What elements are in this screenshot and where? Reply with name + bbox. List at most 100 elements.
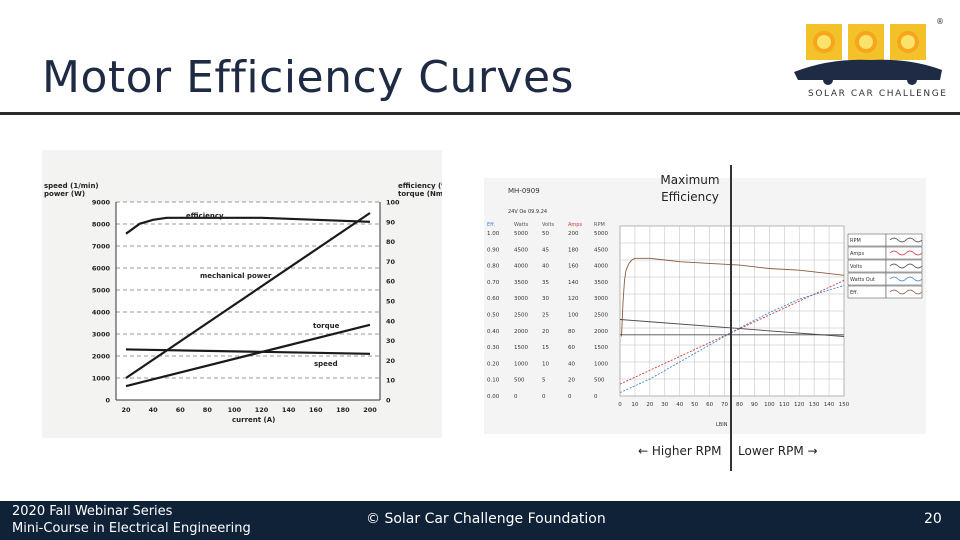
left-tick-label: 6000: [92, 265, 111, 273]
legend-swatch-box: [885, 233, 923, 247]
left-tick-label: 7000: [92, 243, 111, 251]
x-tick-label: 0: [618, 402, 622, 408]
x-axis-label: current (A): [232, 416, 275, 424]
x-tick-label: 50: [691, 402, 698, 408]
table-cell: 0.10: [487, 378, 500, 384]
table-cell: 4000: [514, 264, 528, 270]
left-tick-label: 5000: [92, 287, 111, 295]
legend-swatch: [889, 276, 923, 282]
series-line-Eff: [621, 257, 845, 337]
sun-icon: [806, 24, 842, 60]
table-cell: 40: [542, 264, 549, 270]
left-tick-label: 1000: [92, 375, 111, 383]
table-cell: 500: [594, 378, 605, 384]
logo-text: SOLAR CAR CHALLENGE: [808, 89, 948, 99]
right-axis-label-torque: torque (Nm): [398, 190, 442, 198]
series-line-RPM: [619, 319, 845, 337]
left-tick-label: 9000: [92, 199, 111, 207]
right-tick-label: 60: [386, 278, 396, 286]
table-cell: 1.00: [487, 231, 500, 237]
x-tick-label: 60: [176, 406, 186, 414]
table-cell: 200: [568, 231, 579, 237]
series-label-mechanical-power: mechanical power: [200, 272, 272, 280]
left-tick-label: 3000: [92, 331, 111, 339]
table-cell: 60: [568, 345, 575, 351]
page-number: 20: [924, 511, 942, 527]
left-tick-label: 4000: [92, 309, 111, 317]
table-cell: 140: [568, 280, 579, 286]
table-cell: 20: [542, 329, 549, 335]
x-tick-label: 150: [839, 402, 850, 408]
footer-copyright: © Solar Car Challenge Foundation: [366, 511, 606, 527]
max-efficiency-line2: Efficiency: [661, 190, 719, 204]
table-cell: 0.40: [487, 329, 500, 335]
x-tick-label: 40: [676, 402, 683, 408]
x-tick-label: 20: [646, 402, 653, 408]
table-cell: 0: [514, 394, 518, 400]
x-tick-label: 100: [228, 406, 242, 414]
motor-efficiency-chart-left: 0 1000 2000 3000 4000 5000 6000 7000 8000 9000 0 10…: [42, 150, 442, 438]
right-tick-label: 30: [386, 337, 396, 345]
table-cell: 20: [568, 378, 575, 384]
table-cell: 3000: [594, 296, 608, 302]
x-tick-label: 80: [736, 402, 743, 408]
table-cell: 2500: [514, 313, 528, 319]
table-cell: 1000: [514, 361, 528, 367]
series-line-speed: [125, 348, 371, 355]
legend-swatch: [889, 289, 923, 295]
table-cell: 180: [568, 247, 579, 253]
solar-car-challenge-logo: ®: [794, 17, 944, 85]
table-column-header: Volts: [542, 222, 554, 228]
chart-header: MH-0909: [508, 187, 540, 195]
x-tick-label: 40: [149, 406, 159, 414]
x-tick-label: 130: [809, 402, 820, 408]
x-tick-label: 180: [336, 406, 350, 414]
table-cell: 0: [568, 394, 572, 400]
motor-test-chart-right: 0 10 20 30 40 50 60 70 80 90 100 110 120 130 140 150 Ef…: [484, 178, 926, 434]
table-cell: 0.80: [487, 264, 500, 270]
right-tick-label: 100: [386, 199, 400, 207]
x-tick-label: 160: [309, 406, 323, 414]
x-tick-label: 120: [794, 402, 805, 408]
lower-rpm-label: Lower RPM →: [738, 444, 818, 458]
table-cell: 0.30: [487, 345, 500, 351]
x-tick-label: 30: [661, 402, 668, 408]
table-cell: 0: [594, 394, 598, 400]
table-cell: 500: [514, 378, 525, 384]
legend-swatch: [889, 237, 923, 243]
table-cell: 5: [542, 378, 546, 384]
right-tick-label: 90: [386, 218, 396, 226]
footer-course-title: Mini-Course in Electrical Engineering: [12, 521, 251, 536]
table-cell: 2500: [594, 313, 608, 319]
table-cell: 4000: [594, 264, 608, 270]
table-cell: 5000: [594, 231, 608, 237]
table-cell: 0.60: [487, 296, 500, 302]
footer-bar: 2020 Fall Webinar Series Mini-Course in …: [0, 501, 960, 540]
x-tick-label: 140: [824, 402, 835, 408]
legend-swatch: [889, 250, 923, 256]
right-axis-label-efficiency: efficiency (%): [398, 182, 442, 190]
legend-item-label: Amps: [850, 251, 864, 257]
table-cell: 50: [542, 231, 549, 237]
table-column-header: Eff.: [487, 222, 496, 228]
table-cell: 0.90: [487, 247, 500, 253]
max-efficiency-callout: Maximum Efficiency: [652, 172, 728, 206]
series-line-efficiency: [125, 216, 371, 235]
x-tick-label: 60: [706, 402, 713, 408]
table-column-header: RPM: [594, 222, 605, 228]
right-tick-label: 80: [386, 238, 396, 246]
table-cell: 4500: [594, 247, 608, 253]
x-tick-label: 90: [751, 402, 758, 408]
title-divider: [0, 112, 960, 115]
x-tick-label: 100: [764, 402, 775, 408]
table-cell: 40: [568, 361, 575, 367]
right-tick-label: 20: [386, 357, 396, 365]
left-tick-label: 2000: [92, 353, 111, 361]
right-tick-label: 40: [386, 317, 396, 325]
x-tick-label: 80: [203, 406, 213, 414]
x-tick-label: 20: [121, 406, 131, 414]
table-cell: 30: [542, 296, 549, 302]
legend-item-label: Watts Out: [850, 277, 875, 283]
footer-series-title: 2020 Fall Webinar Series: [12, 504, 173, 519]
series-label-speed: speed: [314, 360, 338, 368]
